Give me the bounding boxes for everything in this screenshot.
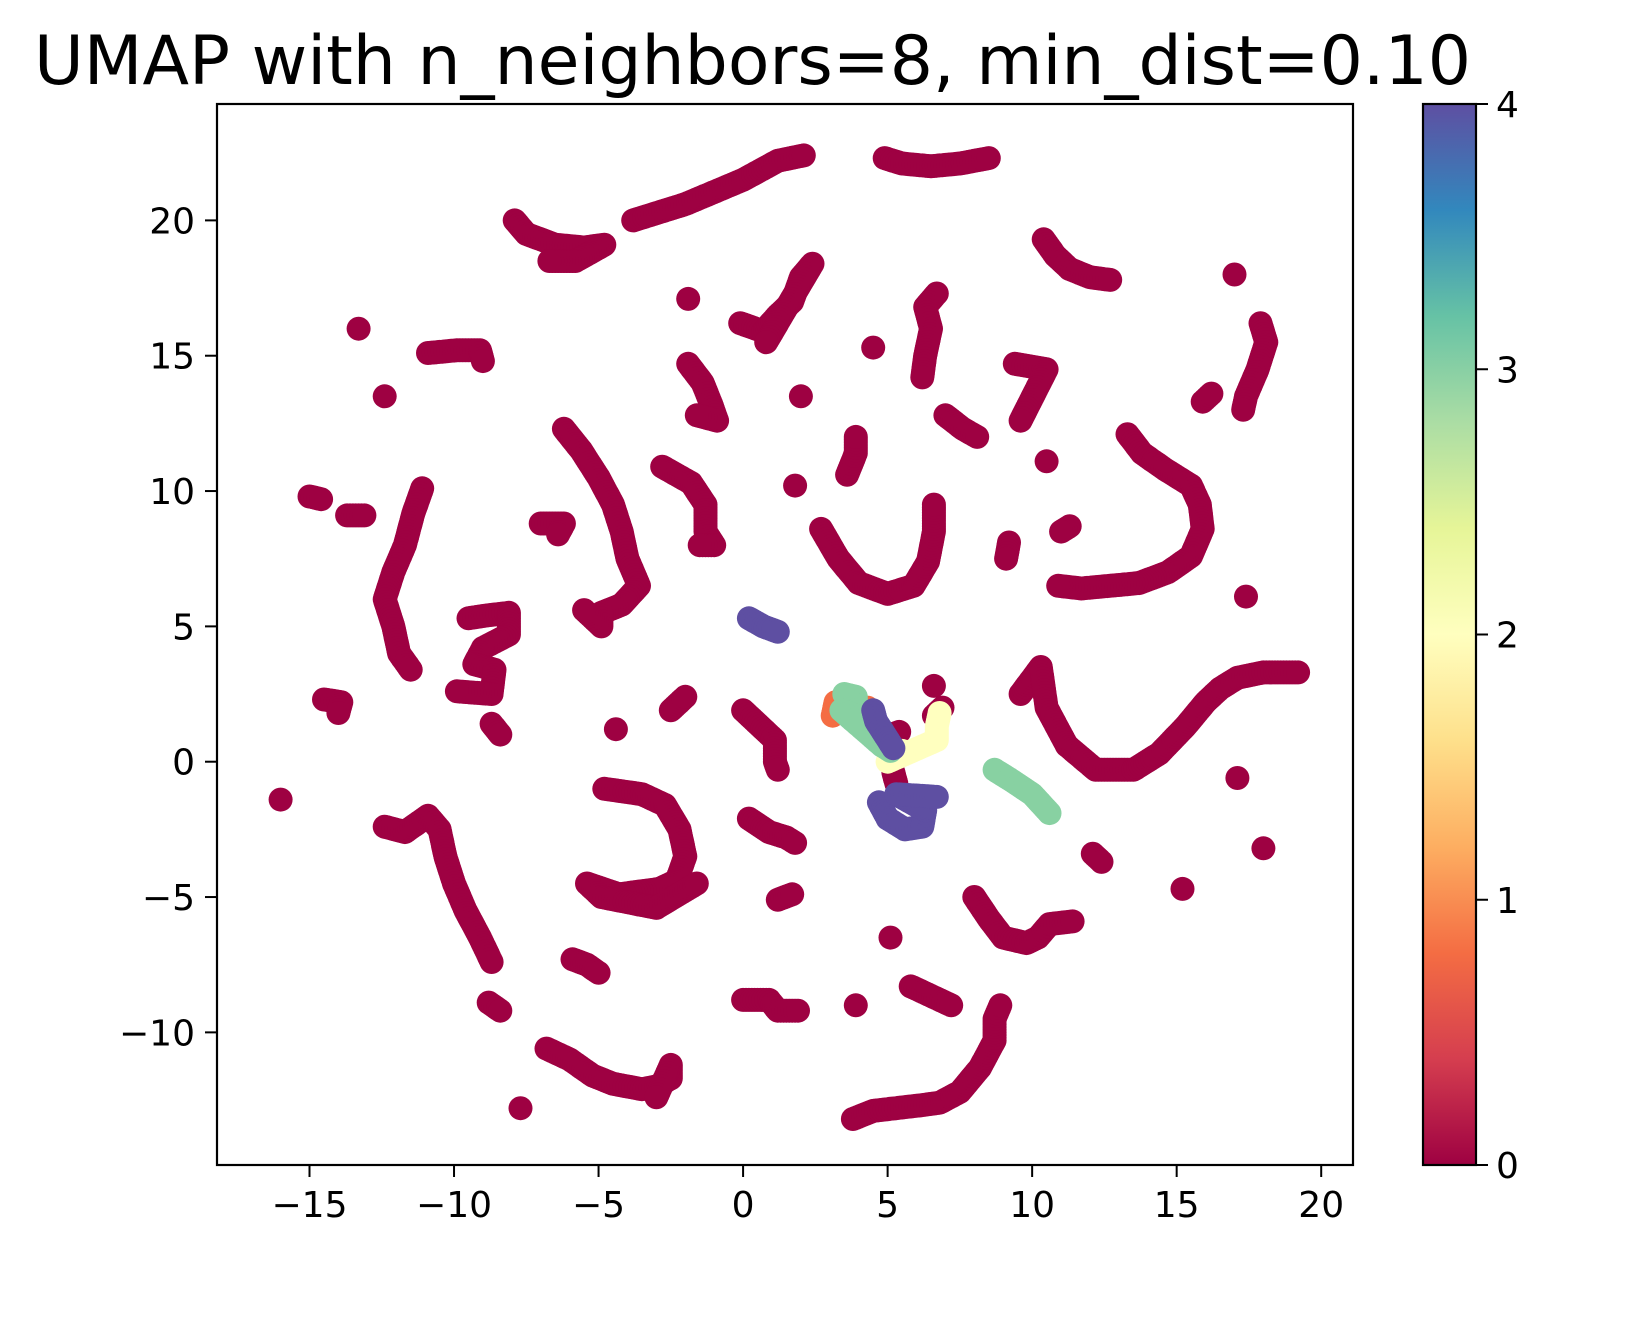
scatter-point-class-0 [676,286,701,311]
scatter-point-class-0 [1089,849,1114,874]
scatter-point-class-0 [1222,262,1247,287]
scatter-point-class-0 [921,492,946,517]
scatter-point-class-0 [488,722,513,747]
colorbar-tick-label: 0 [1496,1146,1519,1187]
scatter-point-class-0 [352,503,377,528]
scatter-point-class-0 [994,546,1019,571]
x-axis: −15 −10 −5 0 5 10 15 20 [272,1165,1344,1226]
scatter-point-class-0 [786,998,810,1023]
scatter-point-class-0 [843,424,868,449]
scatter-point-class-0 [921,673,946,698]
colorbar [1423,104,1476,1165]
scatter-point-class-3 [1037,801,1062,826]
scatter-point-class-0 [372,384,397,409]
scatter-point-class-0 [546,522,571,547]
scatter-point-class-0 [1049,519,1074,544]
scatter-point-class-0 [644,1085,669,1110]
colorbar-tick-label: 4 [1496,85,1519,126]
scatter-point-class-0 [1098,267,1123,292]
scatter-point-class-0 [783,830,808,855]
scatter-point-class-0 [1234,584,1258,609]
y-tick-label: 20 [149,201,195,242]
y-tick-label: −10 [119,1013,195,1054]
x-tick-label: −5 [572,1185,625,1226]
scatter-point-class-0 [508,1096,533,1121]
scatter-point-class-0 [684,871,709,896]
scatter-point-class-0 [939,993,964,1018]
scatter-point-class-0 [603,717,628,742]
scatter-point-class-0 [791,143,816,168]
y-tick-label: 10 [149,472,195,513]
scatter-point-class-0 [976,146,1001,171]
scatter-point-class-0 [346,316,371,341]
scatter-point-class-0 [398,657,423,682]
colorbar-tick-label: 1 [1496,881,1519,922]
scatter-point-class-0 [1231,397,1256,422]
scatter-point-class-0 [488,998,513,1023]
x-tick-label: 20 [1298,1185,1344,1226]
scatter-point-class-4 [881,736,906,761]
scatter-point-class-0 [1170,876,1195,901]
x-tick-label: −10 [416,1185,492,1226]
scatter-point-class-0 [861,335,886,360]
scatter-point-class-0 [537,249,562,273]
y-tick-label: 15 [149,337,195,378]
scatter-point-class-0 [268,787,293,812]
scatter-point-class-0 [1199,381,1224,406]
scatter-point-class-0 [1251,836,1276,861]
scatter-point-class-0 [843,993,868,1018]
scatter-point-class-0 [1008,408,1033,433]
scatter-point-class-0 [780,882,805,907]
scatter-point-class-0 [687,533,712,558]
scatter-point-class-0 [673,684,698,709]
x-tick-label: 15 [1154,1185,1200,1226]
scatter-point-class-0 [878,925,903,950]
x-tick-label: 5 [876,1185,899,1226]
x-tick-label: 0 [732,1185,755,1226]
scatter-point-class-0 [1034,449,1059,474]
scatter-point-class-0 [444,679,469,704]
scatter-point-class-0 [479,950,504,974]
scatter-point-class-0 [783,473,808,498]
scatter-point-class-0 [754,330,779,355]
scatter-point-class-0 [326,701,351,725]
scatter-point-class-0 [788,384,813,409]
plot-frame [215,102,1355,1167]
colorbar-axis: 0 1 2 3 4 [1476,85,1519,1187]
y-tick-label: 5 [172,607,195,648]
scatter-point-class-0 [1286,660,1311,685]
x-tick-label: 10 [1009,1185,1055,1226]
x-tick-label: −15 [272,1185,348,1226]
colorbar-tick-label: 3 [1496,350,1519,391]
scatter-point-class-0 [586,960,611,985]
scatter-point-class-0 [684,403,709,428]
scatter-point-class-0 [1046,573,1071,598]
scatter-points [268,143,1311,1131]
y-tick-label: 0 [172,743,195,784]
scatter-point-class-0 [1060,909,1085,934]
scatter-point-class-0 [765,757,790,782]
scatter-point-class-0 [988,993,1013,1018]
colorbar-tick-label: 2 [1496,616,1519,657]
scatter-point-class-0 [1225,766,1250,790]
scatter-point-class-4 [924,784,949,809]
scatter-point-class-0 [470,349,495,374]
scatter-point-class-0 [965,424,990,449]
scatter-point-class-0 [572,598,597,623]
y-tick-label: −5 [142,878,195,919]
scatter-point-class-0 [309,487,334,512]
y-axis: −10 −5 0 5 10 15 20 [119,201,217,1054]
scatter-point-class-0 [910,365,935,390]
scatter-point-class-4 [765,619,790,644]
